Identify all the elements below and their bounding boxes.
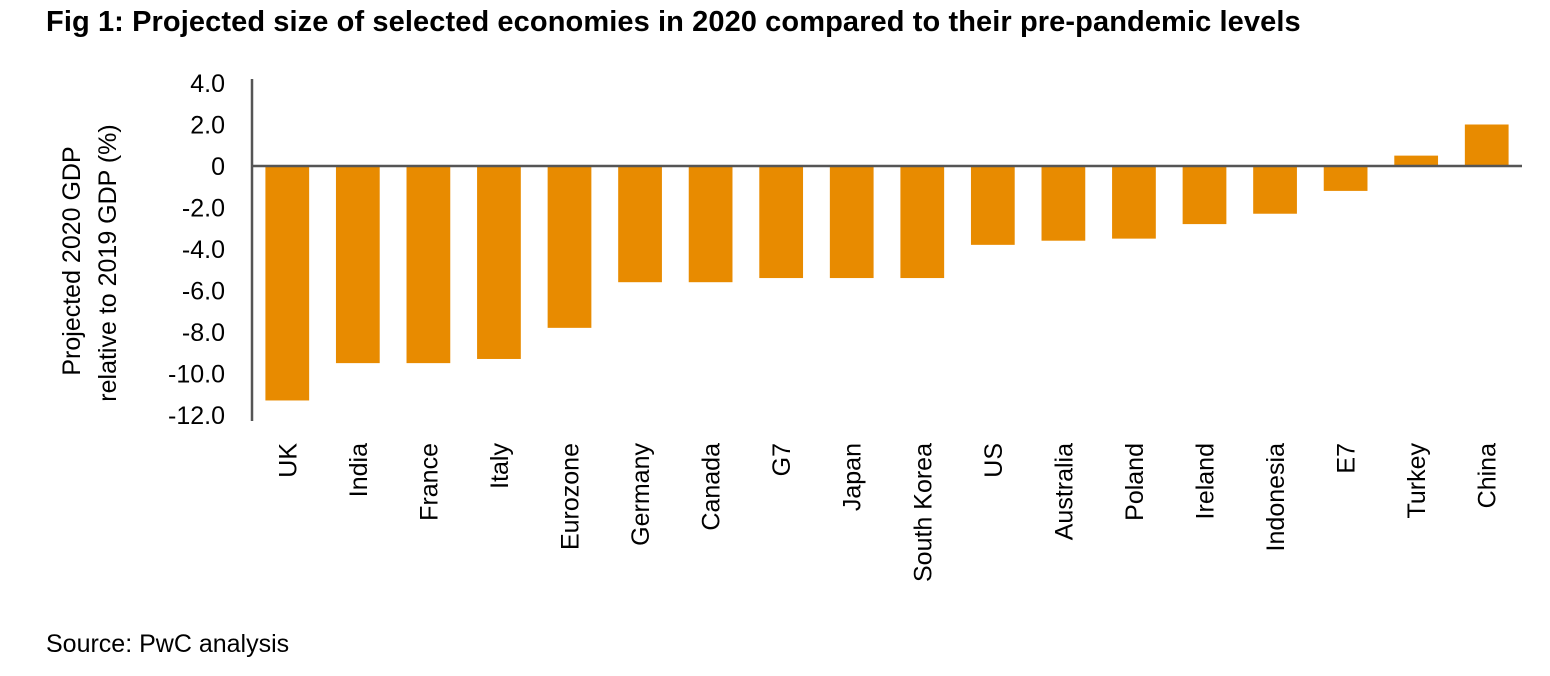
x-category-label: Indonesia — [1262, 443, 1290, 552]
x-category-label: China — [1474, 443, 1502, 508]
bar-eurozone — [547, 166, 592, 328]
x-category-label: Italy — [486, 443, 514, 489]
bar-e7 — [1323, 166, 1368, 191]
bar-australia — [1041, 166, 1086, 241]
x-category-label: India — [345, 443, 373, 497]
bar-poland — [1112, 166, 1156, 239]
chart-title: Fig 1: Projected size of selected econom… — [46, 6, 1301, 38]
bar-us — [970, 166, 1015, 245]
y-tick-label: -12.0 — [168, 402, 225, 430]
x-category-label: UK — [274, 443, 302, 478]
x-category-label: US — [980, 443, 1008, 478]
y-tick-label: -8.0 — [182, 319, 225, 347]
bar-g7 — [759, 166, 804, 279]
x-category-label: E7 — [1333, 443, 1361, 474]
x-axis-categories: UK India France Italy Eurozone Germany Canada G… — [274, 443, 1501, 582]
x-category-label: Turkey — [1403, 443, 1431, 519]
x-category-label: Japan — [839, 443, 867, 511]
x-category-label: Germany — [627, 443, 655, 546]
y-tick-label: 4.0 — [190, 70, 225, 98]
x-category-label: South Korea — [909, 443, 937, 582]
bar-japan — [829, 166, 874, 279]
bar-france — [406, 166, 451, 364]
bars — [265, 124, 1509, 401]
bar-canada — [688, 166, 733, 283]
y-tick-label: 0 — [211, 153, 225, 181]
y-axis-label-line-2: relative to 2019 GDP (%) — [94, 124, 122, 401]
y-tick-label: -10.0 — [168, 361, 225, 389]
bar-south-korea — [900, 166, 945, 279]
bar-indonesia — [1253, 166, 1297, 214]
x-category-label: Ireland — [1192, 443, 1220, 519]
bar-turkey — [1394, 155, 1439, 166]
bar-italy — [477, 166, 521, 359]
y-axis-label: Projected 2020 GDP relative to 2019 GDP … — [58, 124, 122, 401]
bar-germany — [618, 166, 662, 283]
x-category-label: Canada — [698, 443, 726, 531]
x-category-label: Poland — [1121, 443, 1149, 521]
y-tick-label: -4.0 — [182, 236, 225, 264]
bar-china — [1464, 124, 1509, 166]
source-note: Source: PwC analysis — [46, 630, 290, 658]
bar-uk — [265, 166, 310, 401]
y-axis-label-line-1: Projected 2020 GDP — [58, 146, 86, 375]
x-category-label: Eurozone — [557, 443, 585, 550]
y-tick-label: -2.0 — [182, 195, 225, 223]
bar-ireland — [1182, 166, 1227, 225]
bar-india — [335, 166, 380, 364]
y-tick-label: -6.0 — [182, 278, 225, 306]
x-category-label: France — [415, 443, 443, 521]
y-axis-ticks: 4.0 2.0 0 -2.0 -4.0 -6.0 -8.0 -10.0 -12.0 — [168, 70, 225, 430]
x-category-label: Australia — [1050, 443, 1078, 540]
y-tick-label: 2.0 — [190, 112, 225, 140]
x-category-label: G7 — [768, 443, 796, 476]
